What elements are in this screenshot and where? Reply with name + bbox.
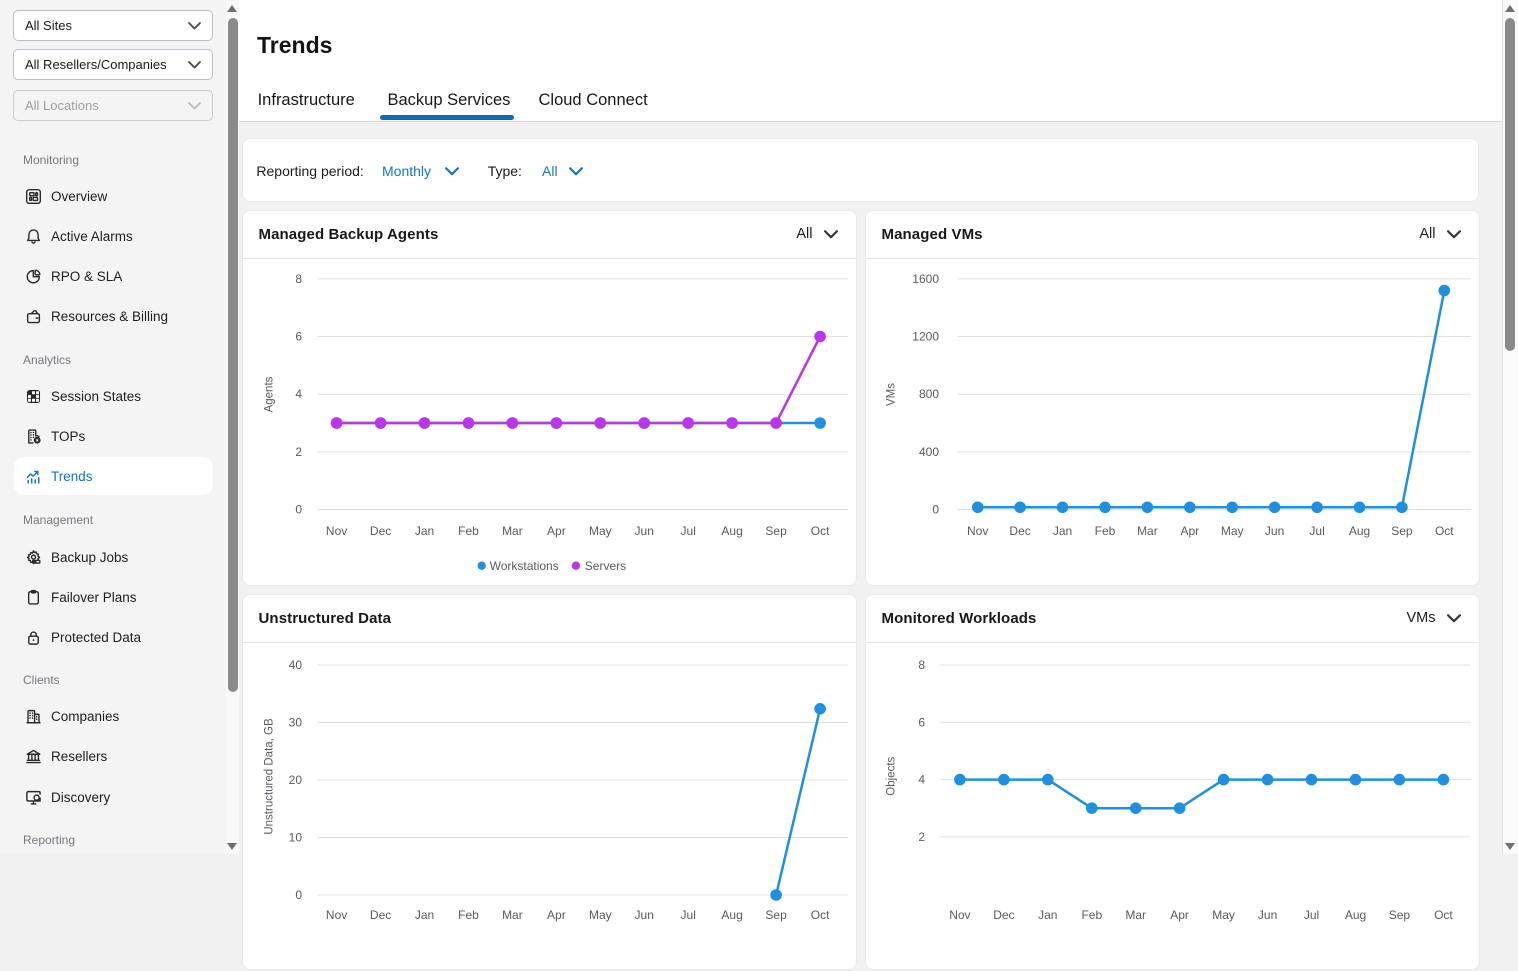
svg-text:Jul: Jul (1309, 524, 1324, 538)
svg-text:Mar: Mar (1137, 524, 1158, 538)
svg-text:Feb: Feb (1081, 908, 1102, 922)
svg-text:May: May (588, 524, 611, 538)
svg-text:Aug: Aug (1344, 908, 1365, 922)
svg-text:30: 30 (288, 715, 302, 729)
svg-text:Objects: Objects (885, 756, 897, 795)
svg-text:Sep: Sep (765, 908, 787, 922)
svg-text:Apr: Apr (1180, 524, 1199, 538)
svg-text:Oct: Oct (1434, 524, 1453, 538)
svg-text:Jul: Jul (680, 908, 695, 922)
svg-text:20: 20 (288, 773, 302, 787)
svg-text:Apr: Apr (547, 908, 566, 922)
svg-text:8: 8 (918, 658, 925, 672)
svg-text:4: 4 (918, 772, 925, 786)
svg-text:Workstations: Workstations (489, 559, 558, 573)
svg-text:Apr: Apr (1170, 908, 1189, 922)
svg-text:Dec: Dec (369, 908, 390, 922)
svg-text:VMs: VMs (885, 382, 897, 405)
svg-text:Sep: Sep (1388, 908, 1410, 922)
svg-text:Aug: Aug (1348, 524, 1369, 538)
svg-text:6: 6 (918, 715, 925, 729)
svg-text:Feb: Feb (458, 908, 479, 922)
svg-text:Jan: Jan (414, 524, 433, 538)
svg-text:Dec: Dec (1009, 524, 1030, 538)
svg-text:Sep: Sep (765, 524, 787, 538)
svg-text:40: 40 (288, 658, 302, 672)
svg-text:2: 2 (295, 444, 302, 458)
svg-text:Nov: Nov (325, 524, 346, 538)
svg-text:Dec: Dec (993, 908, 1014, 922)
svg-text:Agents: Agents (263, 376, 275, 412)
svg-text:Jul: Jul (680, 524, 695, 538)
svg-text:Jun: Jun (1257, 908, 1276, 922)
svg-text:Oct: Oct (810, 524, 829, 538)
svg-text:Nov: Nov (949, 908, 970, 922)
svg-text:Apr: Apr (547, 524, 566, 538)
svg-text:800: 800 (918, 387, 938, 401)
svg-text:0: 0 (295, 502, 302, 516)
svg-text:Feb: Feb (1094, 524, 1115, 538)
svg-text:Servers: Servers (584, 559, 625, 573)
svg-text:0: 0 (932, 502, 939, 516)
svg-text:May: May (588, 908, 611, 922)
svg-text:May: May (1220, 524, 1243, 538)
svg-text:1600: 1600 (912, 271, 939, 285)
svg-text:1200: 1200 (912, 329, 939, 343)
svg-text:Aug: Aug (721, 908, 742, 922)
svg-text:8: 8 (295, 271, 302, 285)
svg-text:Jan: Jan (414, 908, 433, 922)
svg-text:6: 6 (295, 329, 302, 343)
svg-text:Oct: Oct (810, 908, 829, 922)
svg-text:Mar: Mar (1125, 908, 1146, 922)
svg-text:4: 4 (295, 387, 302, 401)
svg-text:Sep: Sep (1391, 524, 1413, 538)
svg-text:Mar: Mar (502, 908, 523, 922)
svg-text:Jul: Jul (1303, 908, 1318, 922)
svg-text:Oct: Oct (1434, 908, 1453, 922)
svg-text:Nov: Nov (967, 524, 988, 538)
svg-text:10: 10 (288, 830, 302, 844)
svg-text:Jun: Jun (1264, 524, 1283, 538)
svg-text:Dec: Dec (369, 524, 390, 538)
svg-text:Jun: Jun (634, 908, 653, 922)
svg-text:Jun: Jun (634, 524, 653, 538)
svg-text:Mar: Mar (502, 524, 523, 538)
svg-text:Jan: Jan (1052, 524, 1071, 538)
svg-text:Nov: Nov (325, 908, 346, 922)
svg-text:Jan: Jan (1038, 908, 1057, 922)
svg-text:0: 0 (295, 888, 302, 902)
svg-text:Aug: Aug (721, 524, 742, 538)
svg-text:2: 2 (918, 829, 925, 843)
svg-text:May: May (1212, 908, 1235, 922)
svg-text:Unstructured Data, GB: Unstructured Data, GB (263, 718, 275, 835)
svg-text:400: 400 (918, 444, 938, 458)
svg-text:Feb: Feb (458, 524, 479, 538)
